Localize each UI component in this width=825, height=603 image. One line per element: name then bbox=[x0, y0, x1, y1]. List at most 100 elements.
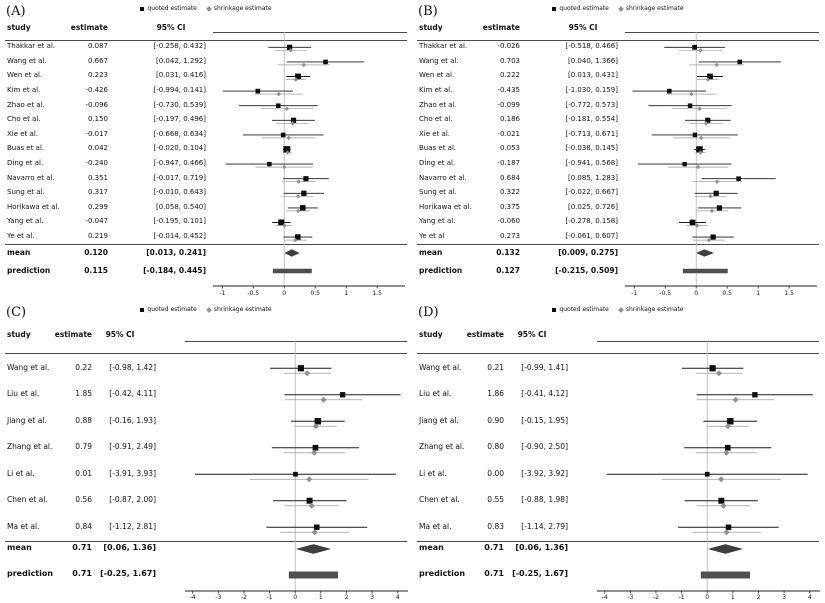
estimate-value: 0.56 bbox=[75, 495, 92, 505]
x-axis-tick-label: -3 bbox=[627, 594, 633, 601]
header-rule bbox=[417, 40, 819, 41]
shrinkage-estimate-diamond bbox=[304, 370, 311, 377]
shrinkage-estimate-diamond bbox=[293, 237, 298, 243]
x-axis-tick-label: 0.5 bbox=[310, 290, 320, 297]
estimate-value: 0.88 bbox=[75, 415, 92, 425]
shrinkage-estimate-diamond bbox=[276, 91, 281, 97]
quoted-estimate-square bbox=[313, 524, 320, 531]
ci-value: [-0.90, 2.50] bbox=[521, 442, 568, 452]
quoted-estimate-square bbox=[710, 234, 716, 240]
quoted-estimate-square bbox=[713, 190, 719, 196]
study-name: Zhang et al. bbox=[7, 442, 53, 452]
plot-legend: quoted estimate shrinkage estimate bbox=[0, 5, 412, 12]
estimate-value: 0.83 bbox=[487, 521, 504, 531]
quoted-estimate-square bbox=[303, 176, 309, 182]
estimate-value: 0.90 bbox=[487, 415, 504, 425]
study-name: Chen et al. bbox=[7, 495, 48, 505]
quoted-estimate-square bbox=[692, 132, 698, 138]
shrinkage-estimate-diamond bbox=[295, 194, 301, 199]
shrinkage-estimate-diamond bbox=[714, 62, 719, 68]
shrinkage-estimate-diamond bbox=[689, 91, 694, 97]
x-axis-tick-label: 4 bbox=[396, 594, 400, 601]
legend-shrinkage-label: shrinkage estimate bbox=[625, 306, 684, 313]
legend-quoted-label: quoted estimate bbox=[147, 306, 197, 313]
shrinkage-estimate-diamond bbox=[311, 529, 318, 536]
estimate-value: 0.317 bbox=[87, 188, 108, 197]
quoted-estimate-square bbox=[724, 444, 731, 451]
ci-value: [-0.195, 0.101] bbox=[153, 217, 206, 226]
shrinkage-estimate-diamond bbox=[725, 423, 732, 430]
quoted-estimate-square bbox=[314, 418, 321, 425]
estimate-value: -0.021 bbox=[497, 129, 520, 138]
x-axis-tick-label: -4 bbox=[602, 594, 608, 601]
x-axis-tick-label: 3 bbox=[370, 594, 374, 601]
study-name: Sung et al. bbox=[419, 188, 457, 197]
mean-label: mean bbox=[7, 247, 31, 257]
forest-plot-canvas: -4 -3 -2 -1 0 1 2 3 4 bbox=[597, 341, 820, 601]
estimate-value: -0.060 bbox=[497, 217, 520, 226]
mean-label: mean bbox=[7, 543, 32, 553]
mean-estimate: 0.120 bbox=[84, 247, 108, 257]
mean-label: mean bbox=[419, 247, 443, 257]
column-header-estimate: estimate bbox=[482, 23, 520, 32]
study-name: Ye et al. bbox=[7, 232, 35, 241]
study-name: Zhao et al. bbox=[7, 100, 45, 109]
ci-value: [-0.88, 1.98] bbox=[521, 495, 568, 505]
ci-value: [-3.91, 3.93] bbox=[109, 468, 156, 478]
estimate-value: 0.042 bbox=[87, 144, 108, 153]
mean-ci: [0.06, 1.36] bbox=[515, 543, 568, 553]
quoted-estimate-square bbox=[255, 88, 261, 94]
mean-estimate: 0.132 bbox=[496, 247, 520, 257]
summary-rule bbox=[5, 244, 407, 245]
column-header-ci: 95% CI bbox=[517, 330, 547, 339]
quoted-estimate-square-icon bbox=[140, 6, 145, 11]
x-axis-tick-label: 0 bbox=[705, 594, 709, 601]
estimate-value: 0.80 bbox=[487, 442, 504, 452]
prediction-label: prediction bbox=[419, 265, 463, 275]
x-axis-tick-label: 2 bbox=[345, 594, 349, 601]
shrinkage-estimate-diamond bbox=[699, 135, 704, 141]
column-header-study: study bbox=[7, 330, 31, 339]
mean-ci: [0.06, 1.36] bbox=[103, 543, 156, 553]
estimate-value: 1.86 bbox=[487, 389, 504, 399]
shrinkage-estimate-diamond bbox=[723, 449, 730, 456]
ci-value: [0.031, 0.416] bbox=[156, 71, 206, 80]
prediction-interval-bar bbox=[288, 571, 339, 579]
x-axis-tick-label: -1 bbox=[267, 594, 273, 601]
study-name: Xie et al. bbox=[7, 129, 39, 138]
estimate-value: 0.21 bbox=[487, 362, 504, 372]
quoted-estimate-square bbox=[312, 444, 319, 451]
legend-shrinkage-label: shrinkage estimate bbox=[213, 5, 272, 12]
study-name: Thakkar et al. bbox=[7, 42, 56, 51]
column-header-study: study bbox=[419, 23, 443, 32]
prediction-interval-bar bbox=[272, 268, 312, 274]
column-header-estimate: estimate bbox=[466, 330, 504, 339]
study-name: Jiang et al. bbox=[419, 415, 459, 425]
estimate-value: -0.426 bbox=[85, 86, 108, 95]
ci-value: [-0.91, 2.49] bbox=[109, 442, 156, 452]
summary-rule bbox=[417, 541, 819, 542]
ci-value: [-0.87, 2.00] bbox=[109, 495, 156, 505]
x-axis-tick-label: -1 bbox=[219, 290, 225, 297]
quoted-estimate-square bbox=[727, 418, 734, 425]
panel-label: (B) bbox=[418, 4, 438, 19]
panel-label: (A) bbox=[6, 4, 26, 19]
shrinkage-estimate-diamond bbox=[709, 208, 715, 214]
ci-value: [-0.16, 1.93] bbox=[109, 415, 156, 425]
legend-shrinkage-label: shrinkage estimate bbox=[213, 306, 272, 313]
estimate-value: 0.186 bbox=[499, 115, 520, 124]
ci-value: [-0.98, 1.42] bbox=[109, 362, 156, 372]
shrinkage-estimate-diamond bbox=[732, 396, 739, 403]
plot-top-rule bbox=[597, 341, 819, 342]
x-axis-tick-label: 0 bbox=[293, 594, 297, 601]
summary-rule bbox=[5, 541, 407, 542]
quoted-estimate-square bbox=[295, 73, 301, 80]
mean-estimate: 0.71 bbox=[72, 543, 92, 553]
estimate-value: 0.087 bbox=[87, 42, 108, 51]
quoted-estimate-square bbox=[737, 59, 743, 65]
estimate-value: 0.351 bbox=[87, 173, 108, 182]
quoted-estimate-square bbox=[736, 176, 741, 182]
shrinkage-estimate-diamond bbox=[308, 502, 315, 509]
summary-rule bbox=[417, 244, 819, 245]
ci-value: [-0.278, 0.158] bbox=[565, 217, 618, 226]
